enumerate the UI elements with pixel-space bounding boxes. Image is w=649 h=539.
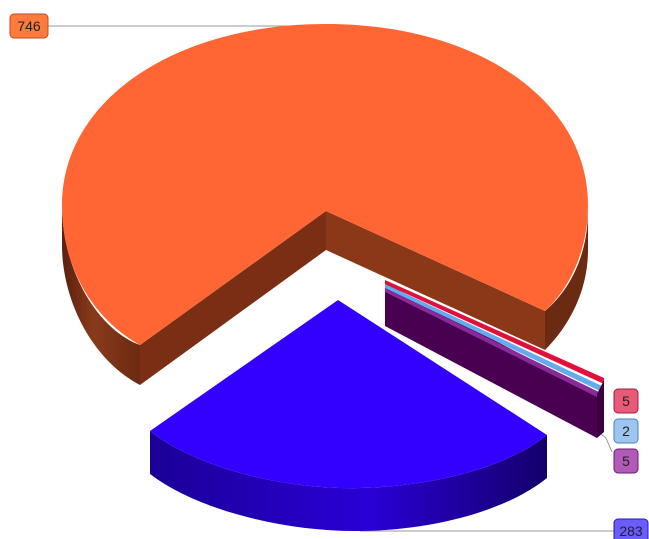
data-label-5-red: 5 bbox=[613, 388, 639, 414]
slice-side-746-wall-a bbox=[140, 211, 326, 385]
data-label-746: 746 bbox=[9, 13, 49, 39]
svg-text:5: 5 bbox=[622, 453, 630, 469]
svg-text:2: 2 bbox=[622, 423, 630, 439]
data-label-283: 283 bbox=[613, 518, 649, 539]
slice-side-746-outer-right bbox=[545, 210, 588, 350]
slice-2 bbox=[385, 284, 602, 392]
slice-side-thin-end bbox=[597, 380, 604, 438]
data-label-5-purple: 5 bbox=[613, 448, 639, 474]
data-label-2: 2 bbox=[613, 418, 639, 444]
slice-side-5-purple bbox=[385, 283, 597, 438]
slice-283 bbox=[150, 300, 547, 489]
svg-text:5: 5 bbox=[622, 393, 630, 409]
slice-5-a bbox=[385, 280, 604, 384]
svg-text:746: 746 bbox=[17, 18, 41, 34]
slice-5-b bbox=[385, 288, 599, 398]
slice-746 bbox=[62, 24, 588, 345]
slice-side-746-wall-b bbox=[326, 211, 545, 350]
svg-text:283: 283 bbox=[619, 523, 643, 539]
slice-side-746-outer bbox=[62, 205, 140, 385]
slice-side-283 bbox=[150, 431, 547, 532]
